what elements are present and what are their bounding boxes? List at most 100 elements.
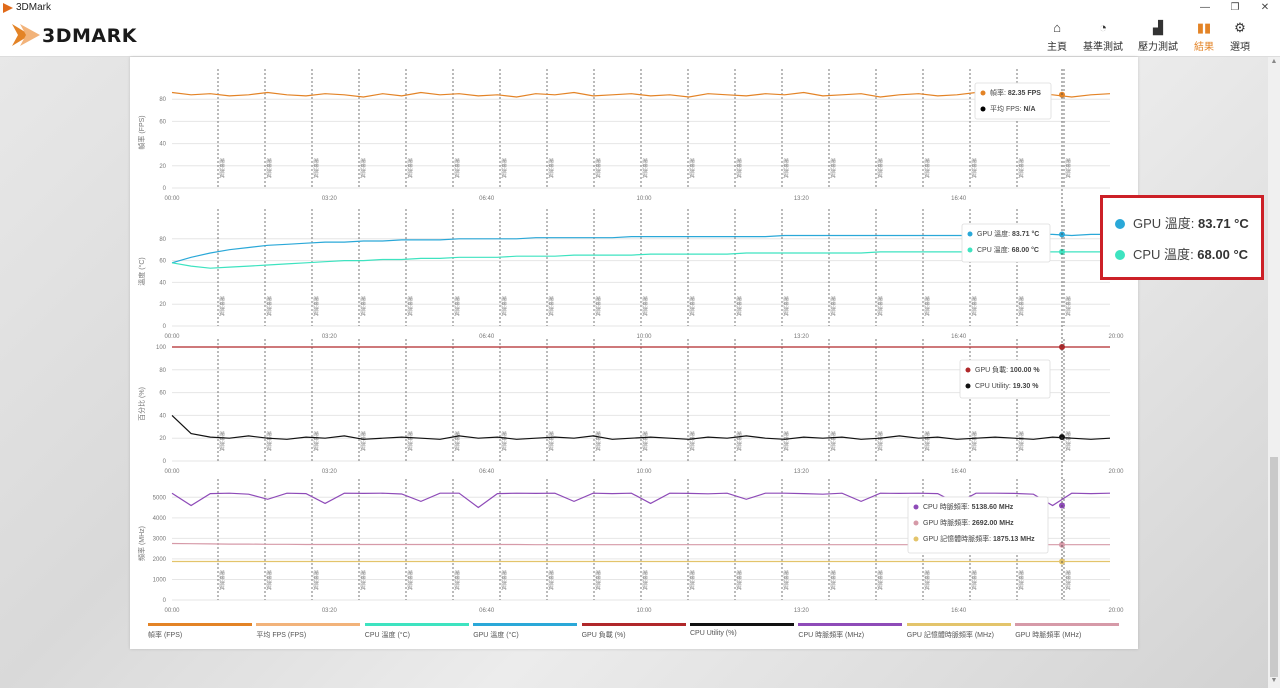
x-tick-label: 16:40	[951, 608, 967, 614]
tooltip-value: 19.30 %	[1013, 383, 1039, 390]
y-tick-label: 0	[163, 459, 167, 465]
y-tick-label: 2000	[153, 557, 167, 563]
home-icon: ⌂	[1053, 20, 1061, 35]
nav-home[interactable]: ⌂ 主頁	[1030, 20, 1084, 53]
tooltip-label: GPU 記憶體時脈頻率:	[923, 534, 993, 543]
nav-label: 主頁	[1047, 42, 1067, 53]
tooltip-text: GPU 時脈頻率: 2692.00 MHz	[923, 518, 1014, 527]
cursor-point	[1059, 541, 1065, 548]
event-label: 場景測試	[688, 431, 695, 451]
x-tick-label: 10:00	[636, 469, 652, 475]
tooltip-dot-icon	[913, 504, 919, 510]
event-label: 場景測試	[641, 296, 648, 316]
nav-results[interactable]: ▮▮ 結果	[1177, 20, 1231, 53]
event-label: 場景測試	[735, 570, 742, 590]
event-label: 場景測試	[688, 296, 695, 316]
legend-item: GPU 記憶體時脈頻率 (MHz)	[906, 623, 1011, 640]
event-label: 場景測試	[970, 296, 977, 316]
event-label: 場景測試	[970, 431, 977, 451]
y-tick-label: 3000	[153, 536, 167, 542]
legend-swatch	[256, 623, 361, 626]
event-label: 場景測試	[594, 296, 601, 316]
event-label: 場景測試	[923, 570, 930, 590]
x-tick-label: 16:40	[951, 334, 967, 340]
event-label: 場景測試	[312, 296, 319, 316]
event-label: 場景測試	[829, 570, 836, 590]
results-icon: ▮▮	[1196, 20, 1212, 35]
legend-label: CPU Utility (%)	[690, 630, 737, 637]
legend-swatch	[473, 623, 578, 626]
y-tick-label: 0	[163, 598, 167, 604]
monitoring-card: 0 20 40 60 80 幀率 (FPS) 場景測試 場景測試 場景測試 場景測試 場景測試 場景測…	[130, 57, 1138, 649]
legend-item: CPU Utility (%)	[690, 623, 794, 637]
event-label: 場景測試	[359, 570, 366, 590]
cpu-temp-dot-icon	[1115, 250, 1125, 260]
callout-cpu-temp: CPU 溫度: 68.00 °C	[1115, 245, 1248, 265]
legend-label: CPU 溫度 (°C)	[364, 632, 410, 639]
tooltip-label: GPU 負載:	[975, 365, 1010, 374]
nav-label: 基準測試	[1083, 42, 1123, 53]
y-tick-label: 20	[159, 164, 166, 170]
gear-icon: ⚙	[1234, 20, 1246, 35]
x-tick-label: 10:00	[636, 608, 652, 614]
close-button[interactable]: ✕	[1260, 2, 1270, 13]
x-tick-label: 20:00	[1108, 469, 1124, 475]
tooltip-text: GPU 溫度: 83.71 °C	[977, 229, 1039, 238]
nav-label: 選項	[1230, 42, 1250, 53]
tooltip-dot-icon	[913, 536, 919, 542]
legend-swatch	[906, 623, 1011, 626]
legend-swatch	[1015, 623, 1120, 626]
app-icon	[3, 3, 13, 13]
nav-stress-tests[interactable]: ▟ 壓力測試	[1131, 20, 1185, 53]
legend-label: GPU 負載 (%)	[581, 632, 626, 639]
event-label: 場景測試	[688, 570, 695, 590]
chart-panel-1: 0 20 40 60 80 幀率 (FPS) 場景測試 場景測試 場景測試 場景測試 場景測試 場景測…	[137, 69, 1124, 202]
scroll-up-icon[interactable]: ▲	[1270, 58, 1278, 65]
y-tick-label: 4000	[153, 516, 167, 522]
y-tick-label: 5000	[153, 495, 167, 501]
event-label: 場景測試	[500, 296, 507, 316]
legend-swatch	[690, 623, 794, 626]
x-tick-label: 06:40	[479, 334, 495, 340]
event-label: 場景測試	[735, 431, 742, 451]
nav-options[interactable]: ⚙ 選項	[1213, 20, 1267, 53]
tooltip-text: GPU 負載: 100.00 %	[975, 365, 1040, 374]
event-label: 場景測試	[265, 570, 272, 590]
event-label: 場景測試	[829, 158, 836, 178]
tooltip-value: 100.00 %	[1010, 367, 1040, 374]
y-tick-label: 80	[159, 368, 166, 374]
temperature-callout: GPU 溫度: 83.71 °C CPU 溫度: 68.00 °C	[1100, 195, 1264, 280]
event-label: 場景測試	[876, 158, 883, 178]
x-tick-label: 13:20	[794, 196, 810, 202]
legend-swatch	[148, 623, 252, 626]
event-label: 場景測試	[312, 570, 319, 590]
event-label: 場景測試	[970, 570, 977, 590]
tooltip-text: 平均 FPS: N/A	[990, 104, 1036, 113]
tooltip-value: 5138.60 MHz	[972, 504, 1014, 511]
y-tick-label: 80	[159, 97, 166, 103]
x-tick-label: 06:40	[479, 608, 495, 614]
x-tick-label: 13:20	[794, 608, 810, 614]
logo-flame-icon	[12, 24, 40, 46]
event-label: 場景測試	[265, 431, 272, 451]
scrollbar-thumb[interactable]	[1270, 457, 1278, 677]
x-tick-label: 00:00	[164, 334, 180, 340]
event-label: 場景測試	[547, 158, 554, 178]
restore-button[interactable]: ❐	[1230, 2, 1240, 13]
x-tick-label: 00:00	[164, 196, 180, 202]
vertical-scrollbar[interactable]: ▲ ▼	[1268, 57, 1280, 688]
legend-item: 平均 FPS (FPS)	[256, 623, 361, 640]
minimize-button[interactable]: —	[1200, 2, 1210, 13]
event-label: 場景測試	[735, 158, 742, 178]
legend-item: GPU 負載 (%)	[581, 623, 686, 640]
app-header: 3DMARK ⌂ 主頁 ◔ 基準測試 ▟ 壓力測試 ▮▮ 結果 ⚙ 選項	[0, 16, 1280, 57]
tooltip-box	[907, 496, 1049, 554]
legend-swatch	[364, 623, 469, 626]
nav-benchmarks[interactable]: ◔ 基準測試	[1076, 20, 1130, 53]
event-label: 場景測試	[500, 431, 507, 451]
event-label: 場景測試	[547, 296, 554, 316]
event-label: 場景測試	[641, 570, 648, 590]
x-tick-label: 20:00	[1108, 608, 1124, 614]
scroll-down-icon[interactable]: ▼	[1270, 677, 1278, 684]
